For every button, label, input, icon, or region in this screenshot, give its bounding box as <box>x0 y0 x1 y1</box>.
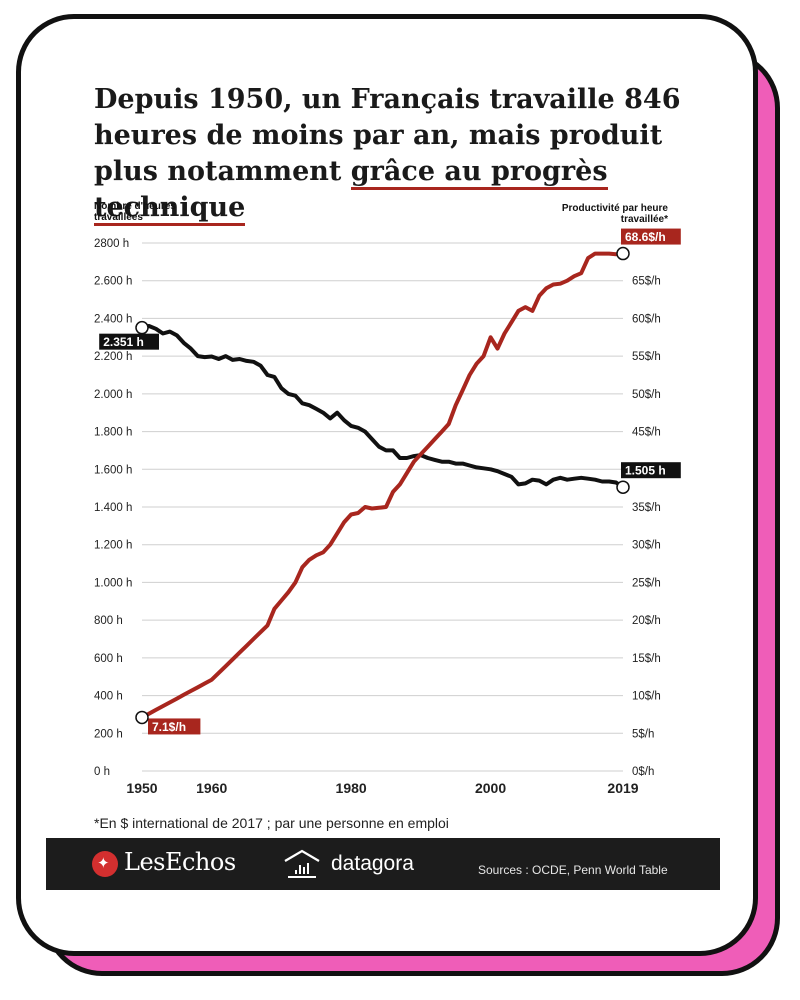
right-tick-label: 5$/h <box>632 728 654 740</box>
left-tick-label: 2.400 h <box>94 313 132 325</box>
right-tick-label: 50$/h <box>632 389 661 401</box>
right-tick-label: 35$/h <box>632 502 661 514</box>
right-axis-title: Productivité par heure travaillée* <box>561 203 668 225</box>
left-tick-label: 1.600 h <box>94 464 132 476</box>
x-tick-label: 2019 <box>607 780 638 796</box>
sources-text: Sources : OCDE, Penn World Table <box>478 863 668 877</box>
footer-bar: ✦ LesEchos datagora Sources : OCDE, Penn… <box>46 838 720 890</box>
x-tick-label: 1950 <box>126 780 157 796</box>
productivity-end-marker <box>616 246 630 261</box>
lesechos-brand: LesEchos <box>124 848 236 876</box>
title-highlight: grâce au progrès technique <box>94 156 608 226</box>
left-tick-label: 400 h <box>94 691 123 703</box>
productivity-start-label: 7.1$/h <box>152 720 186 734</box>
hours-start-label-bg <box>99 333 159 350</box>
right-tick-label: 60$/h <box>632 313 661 325</box>
datagora-brand: datagora <box>331 852 414 875</box>
datagora-logo-icon <box>284 849 320 878</box>
card <box>16 14 758 956</box>
x-tick-label: 2000 <box>475 780 506 796</box>
left-tick-label: 2.600 h <box>94 276 132 288</box>
right-tick-label: 0$/h <box>632 766 654 778</box>
hours-end-label-bg <box>621 462 681 479</box>
right-tick-label: 15$/h <box>632 653 661 665</box>
x-tick-label: 1980 <box>336 780 367 796</box>
chart-title: Depuis 1950, un Français travaille 846 h… <box>94 82 714 226</box>
hours-start-marker <box>135 320 149 335</box>
left-tick-label: 1.000 h <box>94 577 132 589</box>
left-tick-label: 2.200 h <box>94 351 132 363</box>
left-tick-label: 0 h <box>94 766 110 778</box>
title-text: Depuis 1950, un Français travaille 846 h… <box>94 84 681 187</box>
hours-end-label: 1.505 h <box>625 464 666 478</box>
left-tick-label: 600 h <box>94 653 123 665</box>
left-tick-label: 200 h <box>94 728 123 740</box>
productivity-series-line <box>140 251 625 720</box>
lesechos-logo-icon: ✦ <box>92 851 118 877</box>
right-tick-label: 25$/h <box>632 577 661 589</box>
hours-end-marker <box>616 480 630 494</box>
right-tick-label: 30$/h <box>632 540 661 552</box>
left-tick-label: 1.200 h <box>94 540 132 552</box>
right-tick-label: 45$/h <box>632 427 661 439</box>
hours-start-label: 2.351 h <box>103 335 144 349</box>
productivity-start-marker <box>135 710 149 725</box>
hours-series-line <box>140 324 625 490</box>
left-tick-label: 1.800 h <box>94 427 132 439</box>
right-tick-label: 20$/h <box>632 615 661 627</box>
right-tick-label: 55$/h <box>632 351 661 363</box>
productivity-end-label: 68.6$/h <box>625 230 666 244</box>
left-tick-label: 1.400 h <box>94 502 132 514</box>
right-tick-label: 10$/h <box>632 691 661 703</box>
left-tick-label: 2800 h <box>94 238 129 250</box>
productivity-end-label-bg <box>621 228 681 245</box>
productivity-start-label-bg <box>148 718 201 735</box>
left-axis-title: Nombre d'heures travaillées <box>94 201 176 223</box>
x-tick-label: 1960 <box>196 780 227 796</box>
right-tick-label: 65$/h <box>632 276 661 288</box>
left-tick-label: 2.000 h <box>94 389 132 401</box>
left-tick-label: 800 h <box>94 615 123 627</box>
footnote: *En $ international de 2017 ; par une pe… <box>94 815 449 831</box>
